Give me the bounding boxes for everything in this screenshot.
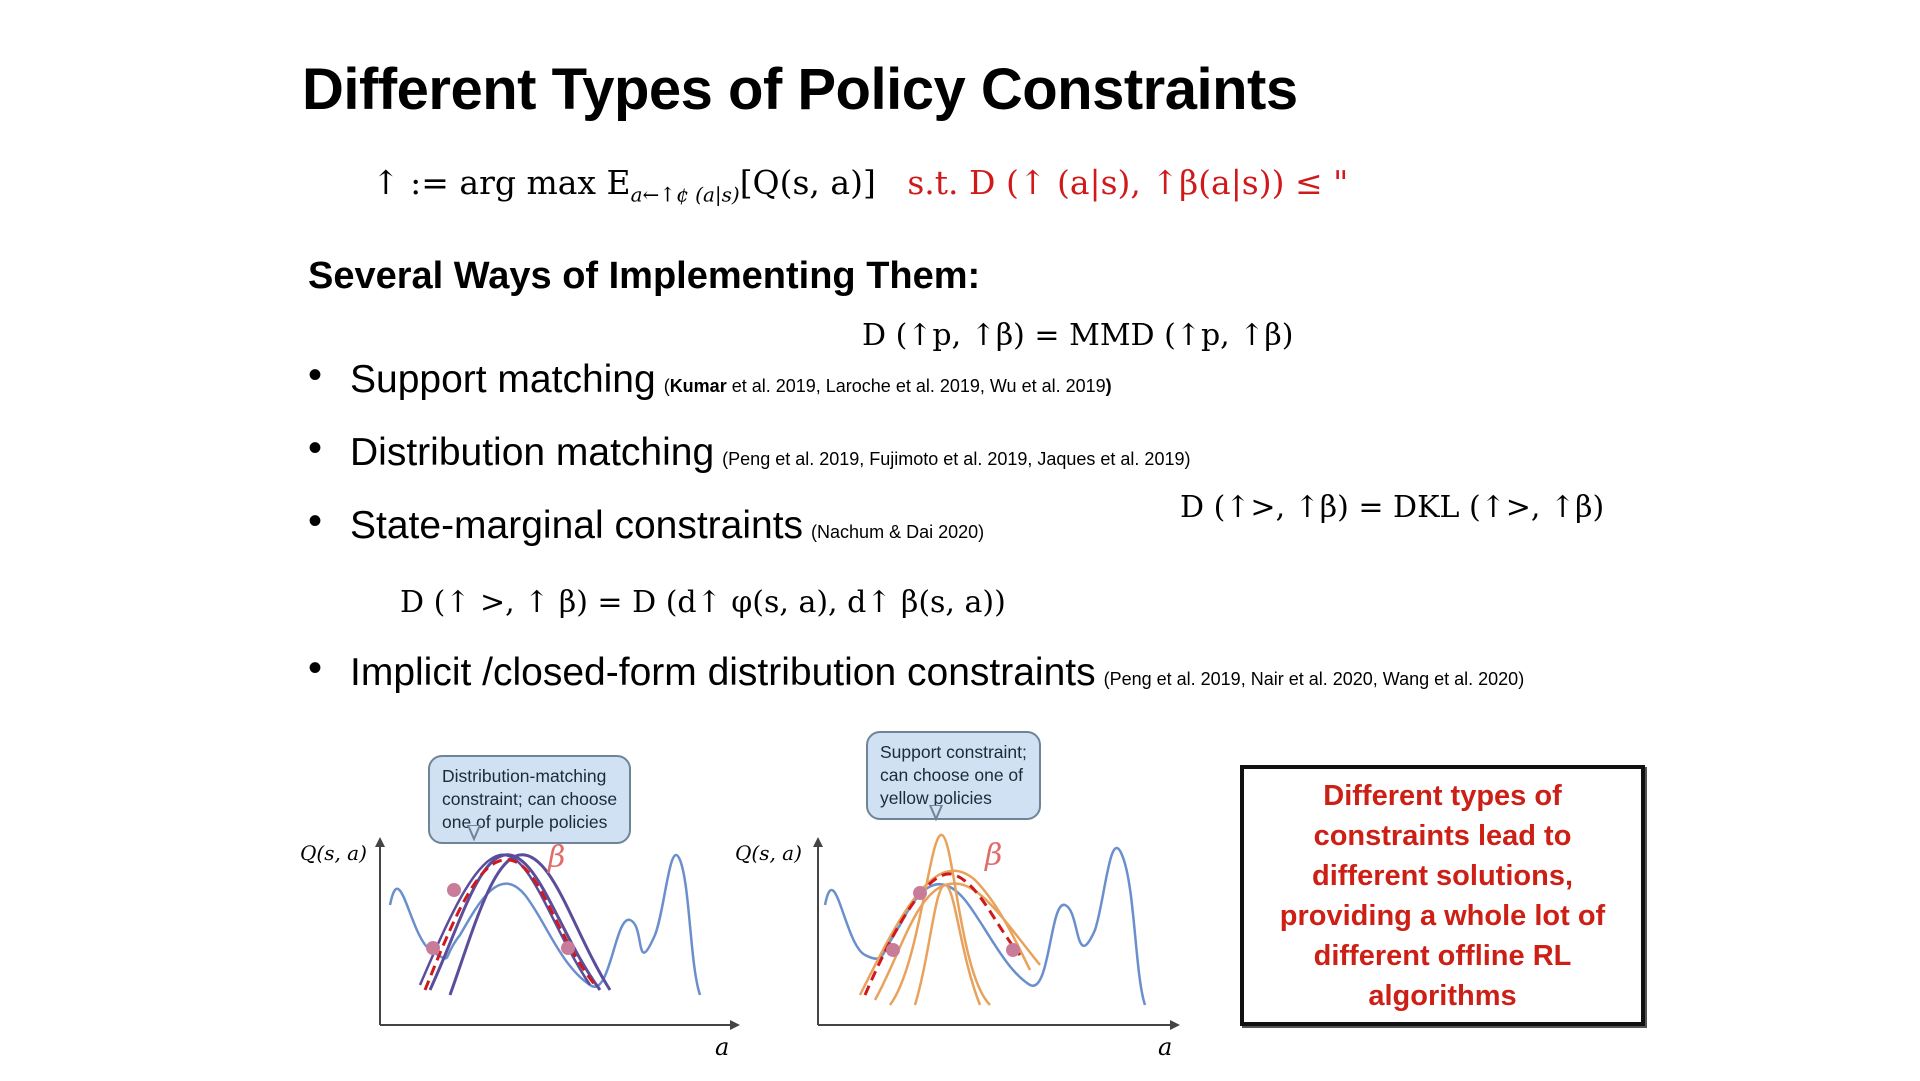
slide-title: Different Types of Policy Constraints bbox=[302, 57, 1298, 122]
purple-policy-curve bbox=[448, 853, 612, 996]
conclusion-text: Different types of constraints lead to d… bbox=[1279, 779, 1606, 1012]
policy-point bbox=[426, 941, 440, 955]
bullet-citation: (Kumar et al. 2019, Laroche et al. 2019,… bbox=[663, 376, 1112, 396]
main-equation: ↑ := arg max Ea←↑¢ (a|s)[Q(s, a)] s.t. D… bbox=[372, 163, 1348, 207]
conclusion-box: Different types of constraints lead to d… bbox=[1240, 765, 1645, 1026]
bullet-distribution-matching: • Distribution matching (Peng et al. 2019,… bbox=[308, 426, 1191, 475]
x-axis-label: a bbox=[715, 1033, 729, 1061]
yellow-policy-curve bbox=[888, 833, 991, 1006]
bullet-citation: (Peng et al. 2019, Nair et al. 2020, Wan… bbox=[1103, 669, 1525, 689]
x-axis-arrow bbox=[1170, 1020, 1180, 1030]
equation-objective: [Q(s, a)] bbox=[739, 163, 876, 202]
behavior-policy-curve bbox=[423, 858, 597, 991]
right-plot-callout: Support constraint; can choose one of ye… bbox=[866, 731, 1041, 820]
bullet-label: State-marginal constraints bbox=[350, 504, 804, 547]
q-function-curve bbox=[388, 853, 702, 996]
policy-point bbox=[561, 941, 575, 955]
right-support-plot: Q(s, a) a β bbox=[735, 805, 1180, 1061]
bullet-label: Distribution matching bbox=[350, 431, 715, 474]
q-function-curve bbox=[823, 846, 1147, 1006]
policy-point bbox=[447, 883, 461, 897]
behavior-policy-curve bbox=[863, 872, 1022, 996]
y-axis-arrow bbox=[375, 837, 385, 847]
mmd-equation: D (↑p, ↑β) = MMD (↑p, ↑β) bbox=[862, 318, 1294, 353]
left-plot-callout: Distribution-matching constraint; can ch… bbox=[428, 755, 632, 844]
bullet-citation: (Nachum & Dai 2020) bbox=[811, 522, 985, 542]
yellow-policy-curve bbox=[873, 882, 1041, 1001]
left-distribution-plot: Q(s, a) a β bbox=[300, 825, 740, 1061]
policy-point bbox=[913, 886, 927, 900]
callout-pointer bbox=[928, 805, 944, 822]
beta-label: β bbox=[984, 838, 1002, 873]
purple-policy-curve bbox=[418, 853, 592, 986]
x-axis-arrow bbox=[730, 1020, 740, 1030]
y-axis-arrow bbox=[813, 837, 823, 847]
bullet-support-matching: • Support matching (Kumar et al. 2019, Lar… bbox=[308, 353, 1112, 402]
y-axis-label: Q(s, a) bbox=[735, 841, 802, 865]
beta-label: β bbox=[547, 840, 565, 875]
bullet-label: Implicit /closed-form distribution const… bbox=[350, 651, 1096, 694]
kl-equation: D (↑>, ↑β) = DKL (↑>, ↑β) bbox=[1180, 490, 1605, 525]
bullet-dot: • bbox=[308, 646, 323, 690]
y-axis-label: Q(s, a) bbox=[300, 841, 367, 865]
section-heading: Several Ways of Implementing Them: bbox=[308, 255, 981, 297]
bullet-citation: (Peng et al. 2019, Fujimoto et al. 2019,… bbox=[722, 449, 1191, 469]
bullet-dot: • bbox=[308, 353, 323, 397]
bullet-dot: • bbox=[308, 499, 323, 543]
x-axis-label: a bbox=[1158, 1033, 1172, 1061]
equation-subscript: a←↑¢ (a|s) bbox=[630, 182, 740, 207]
equation-lhs: ↑ := arg max E bbox=[372, 163, 631, 202]
bullet-implicit-constraints: • Implicit /closed-form distribution cons… bbox=[308, 646, 1525, 695]
state-marginal-equation: D (↑ >, ↑ β) = D (d↑ φ(s, a), d↑ β(s, a)… bbox=[400, 585, 1006, 620]
purple-policy-curve bbox=[428, 853, 602, 991]
bullet-dot: • bbox=[308, 426, 323, 470]
callout-pointer bbox=[466, 825, 482, 842]
bullet-label: Support matching bbox=[350, 358, 656, 401]
policy-point bbox=[886, 943, 900, 957]
yellow-policy-curve bbox=[858, 869, 1032, 996]
policy-point bbox=[1006, 943, 1020, 957]
equation-constraint: s.t. D (↑ (a|s), ↑β(a|s)) ≤ " bbox=[907, 163, 1349, 202]
bullet-state-marginal: • State-marginal constraints (Nachum & Dai… bbox=[308, 499, 985, 548]
